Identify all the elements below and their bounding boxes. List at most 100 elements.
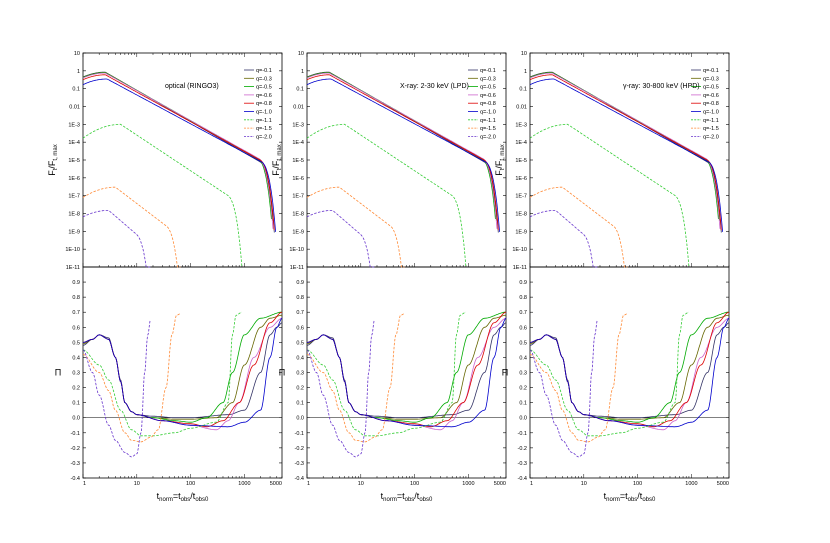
y-tick-label: -0.2 [295,446,304,452]
y-tick-label: 0.6 [519,325,527,331]
y-tick-label: 0.4 [519,355,527,361]
y-tick-label: 1E-7 [68,194,80,200]
y-tick-label: 1E-3 [68,122,80,128]
panel-title: γ-ray: 30-800 keV (HPD) [623,83,700,90]
polarization-curve-q=-1.1 [82,311,242,437]
y-tick-label: 0.0 [72,416,80,422]
polarization-axis-label: Π [502,368,509,378]
legend-label: q=-1.0 [480,110,496,116]
y-tick-label: 0.1 [519,401,527,407]
y-tick-label: 0.5 [72,340,80,346]
polarization-curve-q=-0.8 [82,311,283,428]
panel-2: Ft/Ft, max tnorm=tobs/tobs0 [271,52,507,503]
y-tick-label: 1E-4 [515,140,527,146]
y-tick-label: 0.9 [72,280,80,286]
polarization-curve-q=-0.6 [529,317,730,431]
y-tick-label: 0.1 [296,401,304,407]
flux-axis-label: Ft/Ft, max [271,144,283,176]
x-tick-label: 100 [186,481,195,487]
y-tick-label: 0.7 [72,310,80,316]
x-tick-label: 1000 [685,481,697,487]
polarization-curve-q=-0.6 [82,317,283,431]
polarization-curve-q=-0.1 [306,322,507,419]
polarization-curve-q=-0.1 [529,322,730,419]
flux-curve-q=-2.0 [306,210,375,268]
flux-curve-q=-1.0 [529,78,723,232]
polarization-curve-q=-0.3 [529,314,730,420]
legend-label: q=-2.0 [480,134,496,140]
y-tick-label: 10 [74,51,80,57]
flux-curve-q=-0.6 [529,72,721,229]
flux-curve-q=-0.8 [306,74,499,231]
y-tick-label: 0.9 [296,280,304,286]
y-tick-label: 0.6 [72,325,80,331]
flux-curve-q=-0.8 [82,74,275,231]
x-tick-label: 10 [581,481,587,487]
y-tick-label: 1E-8 [292,212,304,218]
polarization-curve-q=-0.1 [82,322,283,419]
flux-curve-q=-1.5 [306,186,405,268]
polarization-curve-q=-0.6 [306,317,507,431]
legend-label: q=-0.8 [480,101,496,107]
x-tick-label: 1 [307,481,310,487]
x-axis-label: tnorm=tobs/tobs0 [381,491,433,503]
y-tick-label: 1E-7 [292,194,304,200]
flux-axis-label: Ft/Ft, max [47,144,59,176]
y-tick-label: -0.2 [71,446,80,452]
x-tick-label: 5000 [270,481,282,487]
y-tick-label: 0.7 [296,310,304,316]
polarization-curve-q=-0.8 [306,311,507,428]
y-tick-label: 1E-10 [289,247,304,253]
y-tick-label: 1E-6 [515,176,527,182]
y-tick-label: 1E-9 [68,229,80,235]
panel-title: X-ray: 2-30 keV (LPD) [400,83,469,90]
legend-label: q=-1.0 [703,110,719,116]
flux-curve-q=-1.5 [82,186,181,268]
polarization-curve-q=-1.5 [82,313,181,443]
x-axis-label: tnorm=tobs/tobs0 [157,491,209,503]
y-tick-label: -0.4 [71,476,80,482]
y-tick-label: 1E-5 [292,158,304,164]
x-tick-label: 1 [530,481,533,487]
flux-curve-q=-1.1 [82,123,243,268]
y-tick-label: 0.1 [72,401,80,407]
flux-curve-q=-2.0 [82,210,151,268]
legend-label: q=-1.5 [256,126,272,132]
x-axis-label: tnorm=tobs/tobs0 [604,491,656,503]
polarization-plot-frame [306,266,507,479]
y-tick-label: 0.01 [516,105,527,111]
legend-label: q=-0.8 [703,101,719,107]
y-tick-label: 0.7 [519,310,527,316]
polarization-curve-q=-0.5 [306,311,506,423]
y-tick-label: -0.3 [518,461,527,467]
polarization-curve-q=-1.5 [529,313,628,443]
y-tick-label: 1E-9 [515,229,527,235]
polarization-axis-label: Π [279,368,286,378]
y-tick-label: 1 [77,69,80,75]
y-tick-label: 1E-4 [292,140,304,146]
flux-curve-q=-1.1 [529,123,690,268]
y-tick-label: 1E-11 [66,265,80,271]
legend-label: q=-0.5 [703,85,719,91]
panel-3: Ft/Ft, max tnorm=tobs/tobs0 [494,52,730,503]
y-tick-label: 0.3 [296,371,304,377]
polarization-curve-q=-0.8 [529,311,730,428]
y-tick-label: 0.0 [296,416,304,422]
y-tick-label: 0.1 [296,87,304,93]
flux-curve-q=-0.8 [529,74,722,231]
y-tick-label: 1E-10 [65,247,80,253]
y-tick-label: 1E-5 [515,158,527,164]
panel-title: optical (RINGO3) [165,83,219,90]
legend-label: q=-0.1 [703,68,719,74]
y-tick-label: 1E-7 [515,194,527,200]
y-tick-label: 0.01 [69,105,80,111]
y-tick-label: 0.8 [72,295,80,301]
y-tick-label: 10 [298,51,304,57]
polarization-axis-label: Π [55,368,62,378]
flux-curve-q=-0.6 [82,72,274,229]
flux-curve-q=-1.5 [529,186,628,268]
flux-curve-q=-1.1 [306,123,467,268]
flux-curve-q=-1.0 [82,78,276,232]
legend-label: q=-0.3 [256,76,272,82]
